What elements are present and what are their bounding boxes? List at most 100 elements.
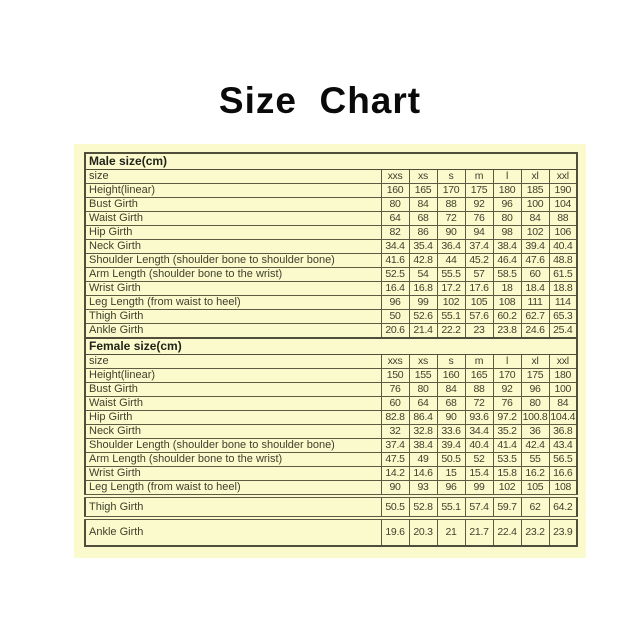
value-cell: 170 (436, 183, 466, 198)
value-cell: 84 (548, 396, 578, 411)
value-cell: 160 (436, 368, 466, 383)
value-cell: 84 (408, 197, 438, 212)
value-cell: 15 (436, 466, 466, 481)
value-cell: 50.5 (436, 452, 466, 467)
row-label-cell: Wrist Girth (84, 466, 382, 481)
value-cell: 175 (464, 183, 494, 198)
row-label-cell: Waist Girth (84, 211, 382, 226)
value-cell: 19.6 (380, 516, 410, 547)
value-cell: 57 (464, 267, 494, 282)
value-cell: 60.2 (492, 309, 522, 324)
value-cell: 16.6 (548, 466, 578, 481)
size-label-cell: xxs (380, 169, 410, 184)
section-header-row: Female size(cm) (84, 337, 578, 355)
value-cell: 14.2 (380, 466, 410, 481)
row-label-cell: Ankle Girth (84, 323, 382, 339)
value-cell: 52 (464, 452, 494, 467)
size-table-body: Male size(cm) size xxs xs s m l xl xxl Height(lin… (84, 152, 578, 547)
table-row: Arm Length (shoulder bone to the wrist) 5… (84, 267, 578, 282)
value-cell: 84 (520, 211, 550, 226)
row-label-cell: Hip Girth (84, 410, 382, 425)
table-row: Thigh Girth 50 52.6 55.1 57.6 60.2 62.7 65.3 (84, 309, 578, 324)
value-cell: 88 (548, 211, 578, 226)
value-cell: 93.6 (464, 410, 494, 425)
value-cell: 180 (492, 183, 522, 198)
table-row: Leg Length (from waist to heel) 96 99 102 10… (84, 295, 578, 310)
row-label-cell: Leg Length (from waist to heel) (84, 295, 382, 310)
value-cell: 84 (436, 382, 466, 397)
value-cell: 34.4 (464, 424, 494, 439)
table-row: Neck Girth 32 32.8 33.6 34.4 35.2 36 36.8 (84, 424, 578, 439)
value-cell: 104.4 (548, 410, 578, 425)
row-label-cell: Thigh Girth (84, 309, 382, 324)
row-label-cell: Arm Length (shoulder bone to the wrist) (84, 267, 382, 282)
value-cell: 42.8 (408, 253, 438, 268)
row-label-cell: Leg Length (from waist to heel) (84, 480, 382, 497)
value-cell: 22.2 (436, 323, 466, 339)
value-cell: 106 (548, 225, 578, 240)
value-cell: 96 (492, 197, 522, 212)
value-cell: 102 (492, 480, 522, 497)
table-row: Waist Girth 60 64 68 72 76 80 84 (84, 396, 578, 411)
size-header-row: size xxs xs s m l xl xxl (84, 169, 578, 184)
value-cell: 39.4 (436, 438, 466, 453)
section-header-label: Female size(cm) (84, 337, 578, 355)
row-label-cell: Height(linear) (84, 183, 382, 198)
value-cell: 40.4 (548, 239, 578, 254)
value-cell: 16.4 (380, 281, 410, 296)
value-cell: 41.6 (380, 253, 410, 268)
table-row: Hip Girth 82.8 86.4 90 93.6 97.2 100.8 104.4 (84, 410, 578, 425)
value-cell: 55.5 (436, 267, 466, 282)
table-row: Leg Length (from waist to heel) 90 93 96 99 1… (84, 480, 578, 497)
value-cell: 185 (520, 183, 550, 198)
table-row: Bust Girth 76 80 84 88 92 96 100 (84, 382, 578, 397)
value-cell: 52.5 (380, 267, 410, 282)
value-cell: 47.5 (380, 452, 410, 467)
value-cell: 64.2 (548, 494, 578, 519)
row-label-cell: Height(linear) (84, 368, 382, 383)
value-cell: 100.8 (520, 410, 550, 425)
value-cell: 42.4 (520, 438, 550, 453)
value-cell: 37.4 (380, 438, 410, 453)
row-label-cell: Shoulder Length (shoulder bone to should… (84, 253, 382, 268)
row-label-cell: Neck Girth (84, 239, 382, 254)
value-cell: 52.8 (408, 494, 438, 519)
value-cell: 55.1 (436, 309, 466, 324)
value-cell: 24.6 (520, 323, 550, 339)
value-cell: 99 (408, 295, 438, 310)
value-cell: 72 (464, 396, 494, 411)
table-row: Wrist Girth 14.2 14.6 15 15.4 15.8 16.2 16.6 (84, 466, 578, 481)
size-label-cell: xs (408, 354, 438, 369)
table-row: Waist Girth 64 68 72 76 80 84 88 (84, 211, 578, 226)
value-cell: 108 (548, 480, 578, 497)
value-cell: 36.4 (436, 239, 466, 254)
table-row: Bust Girth 80 84 88 92 96 100 104 (84, 197, 578, 212)
value-cell: 16.8 (408, 281, 438, 296)
value-cell: 62 (520, 494, 550, 519)
value-cell: 16.2 (520, 466, 550, 481)
size-label-cell: l (492, 354, 522, 369)
value-cell: 165 (464, 368, 494, 383)
value-cell: 21.7 (464, 516, 494, 547)
value-cell: 92 (464, 197, 494, 212)
value-cell: 93 (408, 480, 438, 497)
value-cell: 59.7 (492, 494, 522, 519)
value-cell: 90 (436, 225, 466, 240)
value-cell: 35.2 (492, 424, 522, 439)
section-header-row: Male size(cm) (84, 152, 578, 170)
row-label-cell: Wrist Girth (84, 281, 382, 296)
value-cell: 86 (408, 225, 438, 240)
size-label-cell: s (436, 354, 466, 369)
value-cell: 17.2 (436, 281, 466, 296)
value-cell: 36.8 (548, 424, 578, 439)
value-cell: 190 (548, 183, 578, 198)
row-label-cell: Bust Girth (84, 197, 382, 212)
size-column-label: size (84, 169, 382, 184)
value-cell: 17.6 (464, 281, 494, 296)
row-label-cell: Arm Length (shoulder bone to the wrist) (84, 452, 382, 467)
value-cell: 80 (380, 197, 410, 212)
table-row: Thigh Girth 50.5 52.8 55.1 57.4 59.7 62 64.2 (84, 494, 578, 519)
value-cell: 96 (520, 382, 550, 397)
value-cell: 160 (380, 183, 410, 198)
value-cell: 88 (436, 197, 466, 212)
